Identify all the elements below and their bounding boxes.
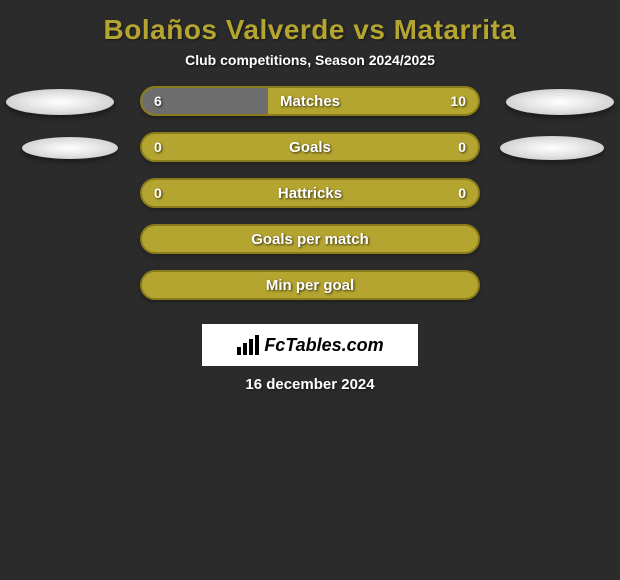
stat-bars-area: 610Matches 00Goals 00Hattricks Goals per ma… (0, 86, 620, 316)
date-text: 16 december 2024 (0, 376, 620, 393)
stat-bar: Min per goal (140, 270, 480, 300)
stat-bar: Goals per match (140, 224, 480, 254)
bar-label: Min per goal (142, 272, 478, 298)
stat-row: 610Matches (0, 86, 620, 132)
bars-icon (236, 335, 260, 355)
bar-label: Hattricks (142, 180, 478, 206)
stat-bar: 00Hattricks (140, 178, 480, 208)
player-ellipse-left (6, 89, 114, 115)
stat-row: 00Goals (0, 132, 620, 178)
stat-row: Min per goal (0, 270, 620, 316)
player-ellipse-right (500, 136, 604, 160)
page-title: Bolaños Valverde vs Matarrita (0, 0, 620, 52)
bar-label: Matches (142, 88, 478, 114)
bar-label: Goals per match (142, 226, 478, 252)
bar-label: Goals (142, 134, 478, 160)
infographic-container: Bolaños Valverde vs Matarrita Club compe… (0, 0, 620, 393)
player-ellipse-left (22, 137, 118, 159)
logo-inner: FcTables.com (236, 335, 383, 356)
stat-bar: 610Matches (140, 86, 480, 116)
stat-row: 00Hattricks (0, 178, 620, 224)
page-subtitle: Club competitions, Season 2024/2025 (0, 52, 620, 86)
stat-row: Goals per match (0, 224, 620, 270)
logo-text: FcTables.com (264, 335, 383, 356)
stat-bar: 00Goals (140, 132, 480, 162)
logo-box: FcTables.com (202, 324, 418, 366)
player-ellipse-right (506, 89, 614, 115)
